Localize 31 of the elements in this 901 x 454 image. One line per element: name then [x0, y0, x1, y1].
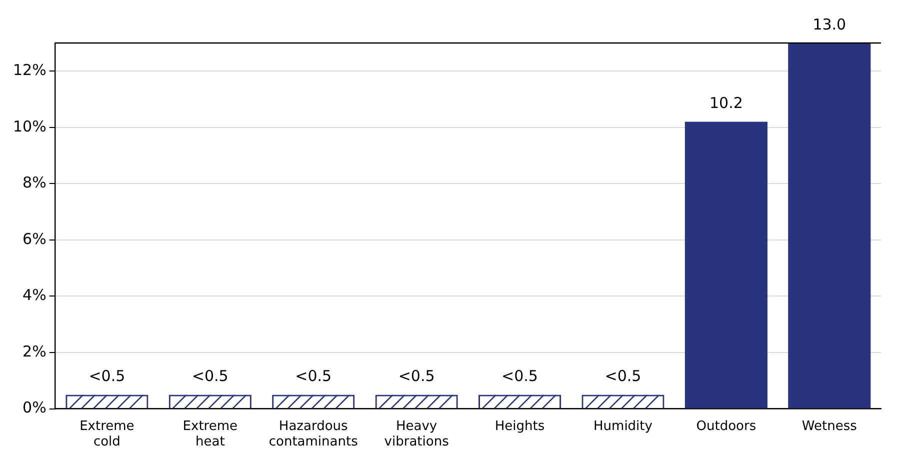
x-tick-label: Wetness: [802, 418, 858, 434]
x-tick-label: Humidity: [594, 418, 653, 434]
bar: [272, 394, 355, 408]
data-label: <0.5: [88, 367, 126, 386]
data-label: <0.5: [604, 367, 642, 386]
bar: [375, 394, 458, 408]
x-tick-label: Outdoors: [696, 418, 756, 434]
bar: [168, 394, 252, 408]
bar: [582, 394, 664, 408]
bar: [66, 394, 148, 408]
y-tick-label: 0%: [22, 398, 46, 417]
data-label: <0.5: [295, 367, 332, 386]
x-tick-label: Heavy vibrations: [384, 418, 450, 450]
bar: [788, 43, 871, 408]
y-tick-label: 4%: [22, 286, 46, 304]
bar: [478, 394, 562, 408]
y-tick-label: 12%: [12, 61, 46, 80]
y-tick-label: 8%: [22, 174, 46, 192]
data-label: <0.5: [192, 367, 228, 386]
x-tick-label: Extreme heat: [182, 418, 238, 450]
y-tick-label: 10%: [12, 117, 46, 136]
bar: [684, 122, 768, 408]
data-label: 13.0: [812, 15, 846, 34]
y-tick-label: 2%: [22, 342, 46, 360]
y-tick-label: 6%: [22, 230, 46, 248]
x-tick-label: Extreme cold: [80, 418, 134, 450]
x-tick-label: Heights: [494, 418, 545, 434]
x-tick-label: Hazardous contaminants: [268, 418, 358, 450]
data-label: <0.5: [502, 367, 538, 386]
data-label: 10.2: [709, 94, 743, 112]
data-label: <0.5: [398, 367, 435, 386]
